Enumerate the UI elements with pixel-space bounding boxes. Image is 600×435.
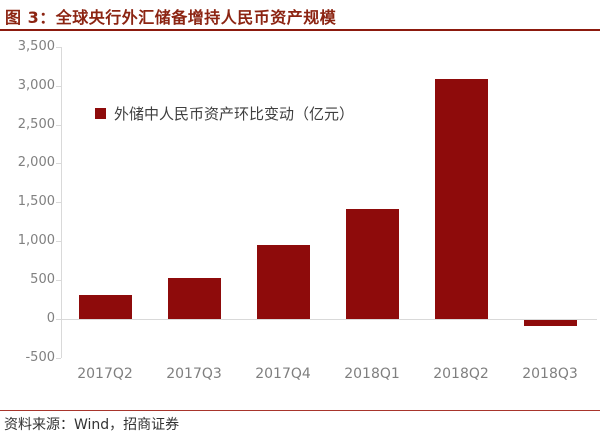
legend-swatch-icon — [95, 107, 106, 119]
y-axis-tick — [56, 163, 61, 165]
x-axis-label: 2017Q2 — [77, 366, 133, 382]
x-axis-label: 2018Q1 — [344, 366, 400, 382]
bar-2017Q3 — [167, 277, 221, 319]
y-axis-label: 3,500 — [17, 38, 55, 54]
figure-title: 图 3：全球央行外汇储备增持人民币资产规模 — [5, 8, 337, 27]
y-axis-tick — [56, 202, 61, 204]
y-axis-label: 1,000 — [17, 233, 55, 249]
y-axis-label: -500 — [25, 349, 55, 365]
title-divider — [0, 29, 600, 31]
bar-2017Q2 — [78, 294, 132, 319]
y-axis-line — [61, 46, 62, 358]
y-axis-tick — [56, 46, 61, 48]
x-axis-label: 2017Q3 — [166, 366, 222, 382]
y-axis-label: 0 — [46, 311, 55, 326]
bar-2018Q1 — [345, 208, 399, 319]
bar-2017Q4 — [256, 245, 310, 319]
y-axis-tick — [56, 85, 61, 87]
y-axis-label: 1,500 — [17, 194, 55, 210]
bar-2018Q3 — [523, 320, 577, 326]
legend-label: 外储中人民币资产环比变动（亿元） — [114, 104, 355, 123]
y-axis-tick — [56, 241, 61, 243]
x-axis-label: 2018Q3 — [522, 366, 578, 382]
y-axis-tick — [56, 357, 61, 359]
source-note: 资料来源：Wind，招商证券 — [4, 417, 180, 433]
y-axis-label: 3,000 — [17, 77, 55, 93]
bar-chart: 3,500 3,000 2,500 2,000 1,500 1,000 500 0 -500 20… — [0, 31, 600, 401]
x-axis-label: 2018Q2 — [433, 366, 489, 382]
footer-divider — [0, 410, 600, 411]
y-axis-label: 500 — [30, 272, 55, 288]
y-axis-label: 2,500 — [17, 116, 55, 132]
y-axis-tick — [56, 124, 61, 126]
bar-2018Q2 — [434, 78, 488, 319]
y-axis-tick — [56, 280, 61, 282]
zero-baseline — [56, 319, 597, 320]
x-axis-label: 2017Q4 — [255, 366, 311, 382]
y-axis-label: 2,000 — [17, 155, 55, 171]
chart-legend: 外储中人民币资产环比变动（亿元） — [95, 104, 355, 123]
